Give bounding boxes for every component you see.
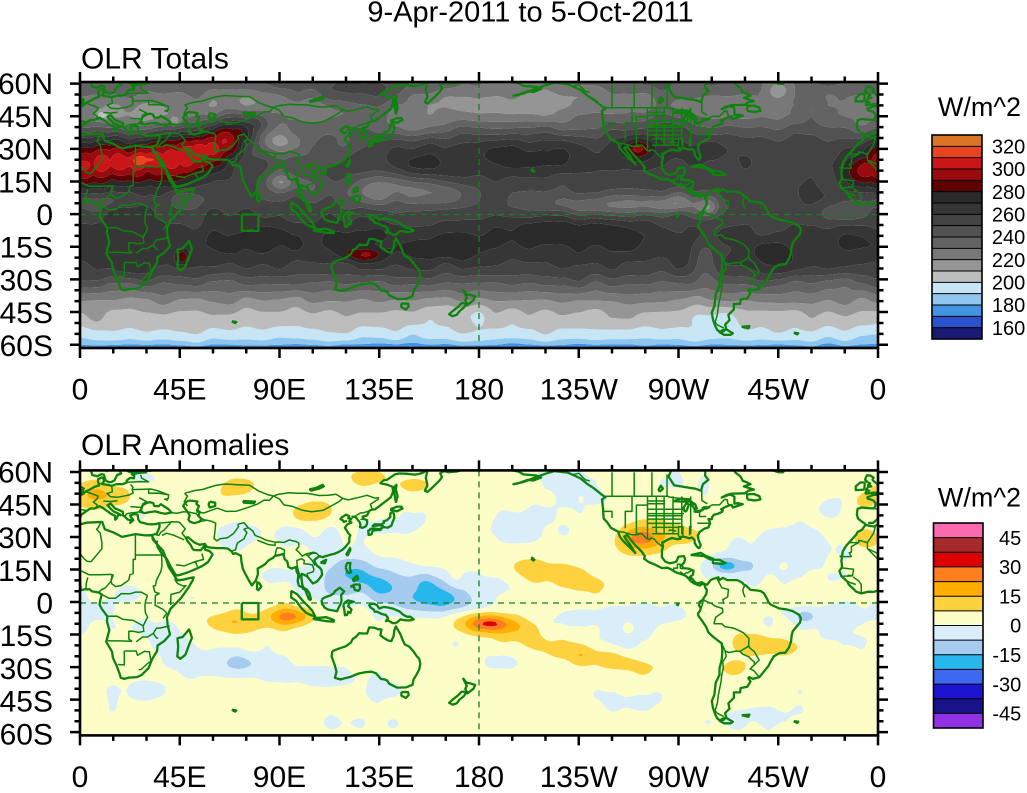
- svg-text:30N: 30N: [0, 522, 53, 555]
- svg-text:45W: 45W: [747, 374, 809, 407]
- svg-text:135W: 135W: [540, 374, 619, 407]
- svg-text:180: 180: [992, 295, 1025, 317]
- svg-text:15N: 15N: [0, 166, 53, 199]
- svg-text:0: 0: [870, 374, 887, 407]
- svg-text:320: 320: [992, 137, 1025, 159]
- svg-text:-30: -30: [992, 674, 1021, 696]
- svg-text:45N: 45N: [0, 101, 53, 134]
- svg-text:0: 0: [36, 588, 53, 621]
- svg-text:45E: 45E: [153, 761, 206, 788]
- svg-text:-45: -45: [992, 704, 1021, 726]
- svg-text:15S: 15S: [0, 232, 53, 265]
- svg-text:0: 0: [72, 374, 89, 407]
- svg-text:0: 0: [1010, 616, 1021, 638]
- svg-text:90E: 90E: [253, 761, 306, 788]
- svg-text:0: 0: [36, 199, 53, 232]
- svg-text:60N: 60N: [0, 457, 53, 490]
- svg-text:280: 280: [992, 182, 1025, 204]
- svg-text:0: 0: [72, 761, 89, 788]
- svg-text:-15: -15: [992, 645, 1021, 667]
- svg-text:15S: 15S: [0, 620, 53, 653]
- svg-text:90W: 90W: [648, 374, 710, 407]
- svg-text:OLR Anomalies: OLR Anomalies: [81, 429, 289, 462]
- svg-text:90W: 90W: [648, 761, 710, 788]
- svg-text:9-Apr-2011 to 5-Oct-2011: 9-Apr-2011 to 5-Oct-2011: [367, 0, 693, 29]
- svg-text:45W: 45W: [747, 761, 809, 788]
- svg-text:135E: 135E: [344, 374, 414, 407]
- svg-text:45: 45: [999, 528, 1021, 550]
- svg-text:W/m^2: W/m^2: [938, 92, 1021, 122]
- svg-text:0: 0: [870, 761, 887, 788]
- svg-text:160: 160: [992, 318, 1025, 340]
- svg-text:180: 180: [454, 374, 504, 407]
- svg-text:30S: 30S: [0, 264, 53, 297]
- svg-text:135E: 135E: [344, 761, 414, 788]
- svg-text:200: 200: [992, 273, 1025, 295]
- svg-text:260: 260: [992, 205, 1025, 227]
- svg-text:45N: 45N: [0, 489, 53, 522]
- svg-text:15N: 15N: [0, 555, 53, 588]
- svg-text:OLR Totals: OLR Totals: [81, 43, 229, 76]
- svg-text:60S: 60S: [0, 330, 53, 363]
- svg-text:60S: 60S: [0, 718, 53, 751]
- svg-text:30S: 30S: [0, 653, 53, 686]
- svg-text:300: 300: [992, 159, 1025, 181]
- svg-text:90E: 90E: [253, 374, 306, 407]
- svg-text:30: 30: [999, 557, 1021, 579]
- svg-text:220: 220: [992, 250, 1025, 272]
- svg-text:30N: 30N: [0, 134, 53, 167]
- svg-text:45S: 45S: [0, 297, 53, 330]
- svg-text:W/m^2: W/m^2: [938, 483, 1021, 513]
- svg-text:15: 15: [999, 586, 1021, 608]
- svg-text:60N: 60N: [0, 68, 53, 101]
- svg-text:45S: 45S: [0, 686, 53, 719]
- svg-text:180: 180: [454, 761, 504, 788]
- svg-text:135W: 135W: [540, 761, 619, 788]
- svg-text:45E: 45E: [153, 374, 206, 407]
- svg-text:240: 240: [992, 227, 1025, 249]
